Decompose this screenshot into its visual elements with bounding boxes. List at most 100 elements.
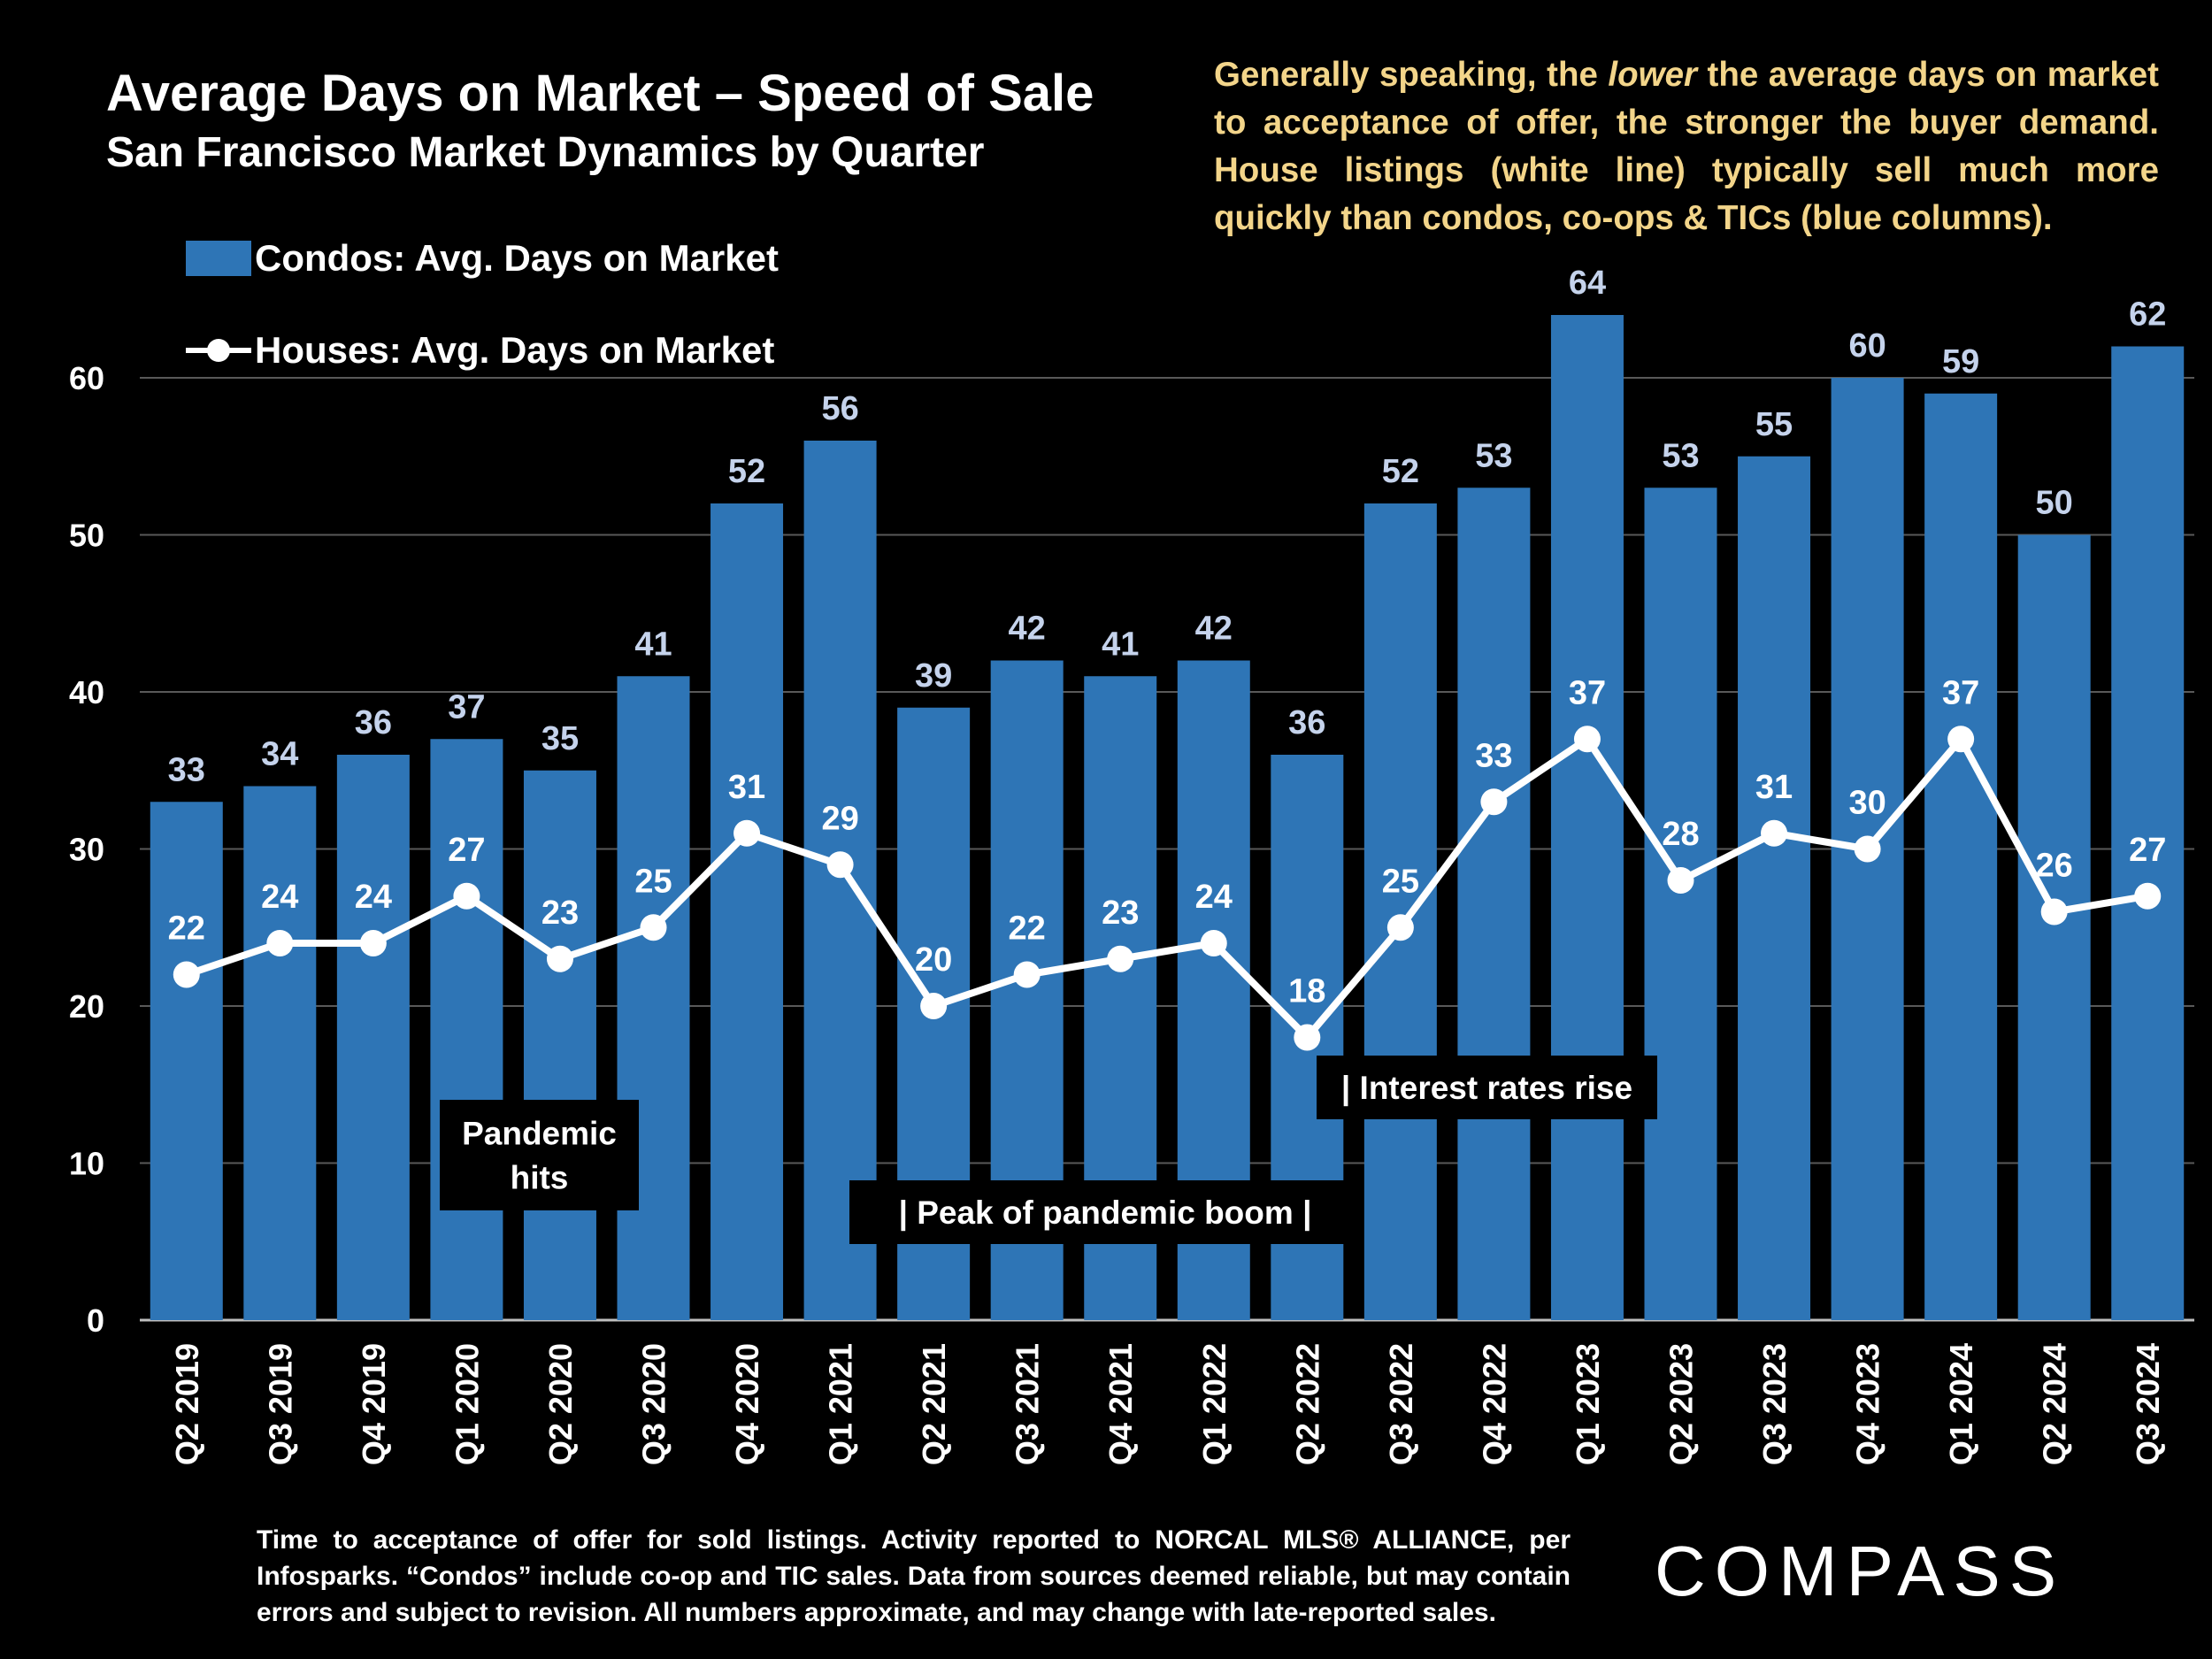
houses-point [173, 961, 200, 988]
x-tick-label: Q2 2024 [2037, 1343, 2073, 1465]
x-tick-label: Q4 2022 [1476, 1343, 1512, 1465]
x-tick-label: Q4 2020 [729, 1343, 765, 1465]
bar-value-label: 53 [1475, 437, 1512, 474]
legend-label-houses: Houses: Avg. Days on Market [255, 329, 775, 371]
bar [2111, 346, 2185, 1320]
y-tick-label: 0 [87, 1302, 104, 1339]
annotation-peak-text: | Peak of pandemic boom | [899, 1194, 1312, 1232]
line-value-label: 24 [355, 879, 392, 916]
bar [243, 786, 317, 1320]
houses-point [359, 930, 387, 956]
houses-line [185, 735, 2148, 1041]
line-value-label: 37 [1942, 674, 1979, 711]
y-tick-label: 20 [69, 988, 104, 1025]
y-tick-label: 60 [69, 360, 104, 396]
line-value-label: 37 [1569, 674, 1606, 711]
x-tick-label: Q4 2019 [356, 1343, 392, 1465]
annotation-pandemic-text: Pandemic [462, 1116, 617, 1152]
line-value-label: 30 [1848, 785, 1886, 822]
bar [617, 676, 690, 1320]
bar [1738, 456, 1811, 1320]
bar [1924, 393, 1998, 1320]
x-tick-label: Q1 2020 [449, 1343, 485, 1465]
line-value-label: 28 [1662, 816, 1699, 853]
line-value-label: 25 [1382, 863, 1419, 900]
houses-point [1200, 930, 1227, 956]
bar [1644, 488, 1717, 1320]
x-tick-label: Q2 2020 [542, 1343, 579, 1465]
houses-point [2134, 882, 2162, 910]
x-tick-label: Q3 2020 [636, 1343, 672, 1465]
bar-value-label: 42 [1009, 611, 1046, 648]
bar-value-label: 35 [541, 720, 579, 757]
bar-value-label: 60 [1848, 327, 1886, 365]
bar-value-label: 41 [634, 626, 672, 663]
line-value-label: 24 [1195, 879, 1233, 916]
bar [710, 503, 784, 1320]
y-tick-label: 40 [69, 674, 104, 710]
x-tick-label: Q2 2022 [1289, 1343, 1325, 1465]
bar-value-label: 52 [728, 453, 765, 490]
houses-point [1947, 726, 1975, 753]
x-tick-label: Q2 2023 [1663, 1343, 1700, 1465]
bar [430, 739, 503, 1320]
x-tick-label: Q3 2019 [262, 1343, 298, 1465]
line-value-label: 31 [1755, 769, 1793, 806]
houses-point [453, 882, 480, 910]
houses-point [920, 993, 948, 1019]
y-tick-label: 10 [69, 1146, 104, 1182]
line-value-label: 25 [634, 863, 672, 900]
houses-point [1294, 1024, 1321, 1051]
bar-value-label: 37 [448, 688, 485, 726]
bar-value-label: 39 [915, 657, 952, 695]
x-tick-label: Q4 2021 [1102, 1343, 1139, 1465]
houses-point [2040, 898, 2068, 926]
bar-value-label: 56 [821, 390, 858, 427]
line-value-label: 33 [1475, 737, 1512, 774]
bar [336, 755, 410, 1320]
bar [1457, 488, 1531, 1320]
x-tick-label: Q3 2023 [1756, 1343, 1793, 1465]
bar-value-label: 55 [1755, 406, 1793, 443]
line-value-label: 22 [1009, 910, 1046, 948]
bar [803, 441, 877, 1320]
annotation-rates-box [1317, 1056, 1657, 1119]
bar [150, 802, 223, 1320]
x-tick-label: Q3 2022 [1383, 1343, 1419, 1465]
bar-value-label: 62 [2129, 296, 2166, 334]
bar-value-label: 41 [1102, 626, 1139, 663]
bar-value-label: 52 [1382, 453, 1419, 490]
houses-point [1854, 835, 1881, 863]
x-tick-label: Q1 2021 [823, 1343, 859, 1465]
x-tick-label: Q1 2022 [1196, 1343, 1233, 1465]
chart-subtitle: San Francisco Market Dynamics by Quarter [106, 129, 985, 176]
houses-point [1573, 726, 1601, 753]
line-value-label: 24 [261, 879, 298, 916]
bar-value-label: 33 [168, 751, 205, 788]
bar [523, 770, 596, 1320]
x-tick-label: Q1 2023 [1570, 1343, 1606, 1465]
x-tick-label: Q2 2021 [916, 1343, 952, 1465]
bar-value-label: 34 [261, 736, 298, 773]
x-tick-label: Q3 2021 [1010, 1343, 1046, 1465]
bar-value-label: 42 [1195, 611, 1233, 648]
bar-value-label: 36 [1288, 704, 1325, 741]
houses-point [733, 819, 761, 847]
x-tick-label: Q3 2024 [2130, 1343, 2166, 1465]
explanatory-note: Generally speaking, the lower the averag… [1214, 56, 2159, 237]
annotation-pandemic-box [440, 1100, 639, 1210]
legend-item-houses: Houses: Avg. Days on Market [186, 329, 774, 372]
line-value-label: 23 [1102, 895, 1139, 932]
houses-point [1107, 945, 1134, 972]
bar-value-label: 59 [1942, 343, 1979, 380]
legend-label-condos: Condos: Avg. Days on Market [255, 237, 779, 279]
bar-value-label: 53 [1662, 437, 1699, 474]
bar [1550, 315, 1624, 1320]
houses-point [266, 930, 294, 956]
line-value-label: 26 [2036, 848, 2073, 885]
x-tick-label: Q1 2024 [1943, 1343, 1979, 1465]
footnote: Time to acceptance of offer for sold lis… [257, 1525, 1571, 1627]
line-value-label: 22 [168, 910, 205, 948]
annotation-peak-box [849, 1180, 1361, 1244]
